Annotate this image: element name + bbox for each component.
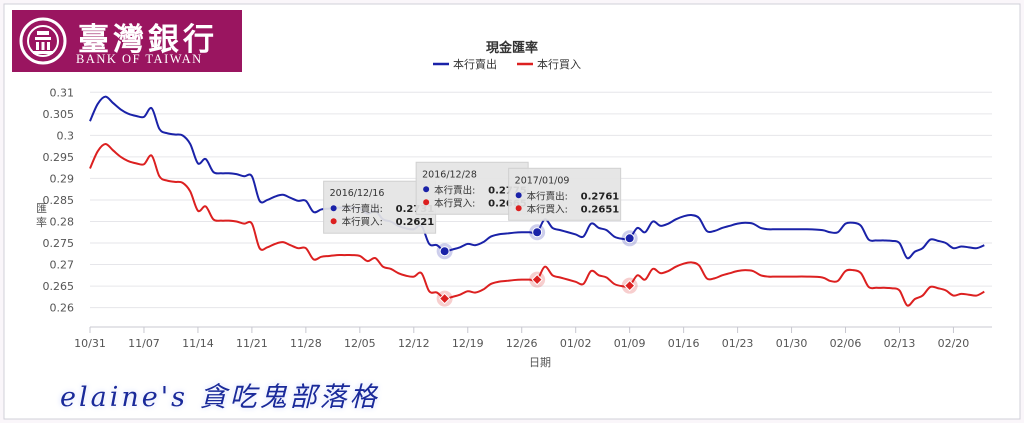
tooltip-buy-dot xyxy=(423,199,430,206)
sell-marker[interactable] xyxy=(624,233,635,244)
tooltip-sell-value: 0.2731 xyxy=(396,204,435,215)
y-axis-label: 匯率 xyxy=(36,202,47,229)
tooltip-buy-value: 0.2621 xyxy=(396,217,435,228)
y-tick-label: 0.28 xyxy=(50,215,75,228)
tooltip-sell-name: 本行賣出: xyxy=(527,190,568,202)
tooltip-box xyxy=(508,167,622,221)
x-tick-label: 12/26 xyxy=(506,337,538,350)
buy-marker[interactable] xyxy=(531,273,543,286)
sell-marker[interactable] xyxy=(532,227,543,238)
series-lines xyxy=(89,95,985,307)
hover-markers[interactable] xyxy=(436,224,638,307)
bank-name-chinese: 臺灣銀行 xyxy=(78,22,218,58)
series-line xyxy=(89,142,985,307)
x-tick-label: 02/20 xyxy=(938,337,970,350)
x-tick-label: 12/05 xyxy=(344,337,376,350)
tooltip-sell-value: 0.2761 xyxy=(581,191,620,202)
tooltip-buy-value: 0.2651 xyxy=(581,204,620,215)
tooltip-sell-dot xyxy=(423,186,430,193)
y-axis-ticks: 0.260.2650.270.2750.280.2850.290.2950.30… xyxy=(43,86,75,314)
tooltip-sell-dot xyxy=(515,192,522,199)
y-tick-label: 0.31 xyxy=(50,86,75,99)
x-tick-label: 01/02 xyxy=(560,337,592,350)
buy-marker[interactable] xyxy=(438,292,451,305)
tooltip: 2017/01/09 本行賣出: 0.2761 本行買入: 0.2651 xyxy=(508,167,622,221)
y-tick-label: 0.295 xyxy=(43,151,75,164)
chart-legend[interactable]: 本行賣出 本行買入 xyxy=(433,57,581,71)
bank-name-english: BANK OF TAIWAN xyxy=(76,52,203,66)
y-tick-label: 0.26 xyxy=(50,302,75,315)
tooltip-buy-name: 本行買入: xyxy=(434,197,475,209)
legend-item[interactable]: 本行賣出 xyxy=(453,57,497,71)
tooltip-date: 2016/12/16 xyxy=(330,188,385,199)
tooltip-sell-name: 本行賣出: xyxy=(342,203,383,215)
blog-watermark: elaine's 貪吃鬼部落格 xyxy=(60,382,380,413)
y-tick-label: 0.305 xyxy=(43,108,75,121)
tooltip-buy-name: 本行買入: xyxy=(527,203,568,215)
x-tick-label: 02/06 xyxy=(830,337,862,350)
y-tick-label: 0.275 xyxy=(43,237,75,250)
tooltip-buy-value: 0.2665 xyxy=(488,198,527,209)
tooltip-date: 2016/12/28 xyxy=(422,169,477,180)
x-tick-label: 11/07 xyxy=(128,337,160,350)
grid-lines xyxy=(90,91,992,328)
x-tick-label: 12/12 xyxy=(398,337,430,350)
tooltip-buy-dot xyxy=(330,218,337,225)
x-tick-label: 11/28 xyxy=(290,337,322,350)
series-line xyxy=(89,95,985,260)
x-tick-label: 11/21 xyxy=(236,337,268,350)
x-tick-label: 02/13 xyxy=(884,337,916,350)
buy-marker[interactable] xyxy=(623,279,636,292)
x-axis-label: 日期 xyxy=(529,356,551,369)
legend-item[interactable]: 本行買入 xyxy=(537,57,581,71)
chart-title: 現金匯率 xyxy=(486,40,538,56)
x-tick-label: 01/23 xyxy=(722,337,754,350)
x-tick-label: 12/19 xyxy=(452,337,484,350)
x-tick-label: 01/30 xyxy=(776,337,808,350)
y-tick-label: 0.29 xyxy=(50,172,75,185)
bank-logo: 臺灣銀行 BANK OF TAIWAN xyxy=(12,10,242,72)
y-tick-label: 0.27 xyxy=(50,259,75,272)
x-axis-ticks: 10/31 11/07 11/14 11/21 11/28 12/05 12/12 12/19… xyxy=(74,327,969,350)
bank-emblem-icon xyxy=(19,17,67,65)
x-tick-label: 10/31 xyxy=(74,337,106,350)
tooltip-sell-dot xyxy=(330,205,337,212)
y-tick-label: 0.285 xyxy=(43,194,75,207)
x-tick-label: 01/09 xyxy=(614,337,646,350)
tooltip-date: 2017/01/09 xyxy=(515,175,570,186)
y-tick-label: 0.265 xyxy=(43,280,75,293)
tooltip-sell-name: 本行賣出: xyxy=(434,184,475,196)
y-tick-label: 0.3 xyxy=(57,129,75,142)
tooltip-sell-value: 0.2775 xyxy=(488,185,527,196)
sell-marker[interactable] xyxy=(439,246,450,257)
tooltip-buy-dot xyxy=(515,205,522,212)
x-tick-label: 11/14 xyxy=(182,337,214,350)
x-tick-label: 01/16 xyxy=(668,337,700,350)
tooltip-buy-name: 本行買入: xyxy=(342,216,383,228)
